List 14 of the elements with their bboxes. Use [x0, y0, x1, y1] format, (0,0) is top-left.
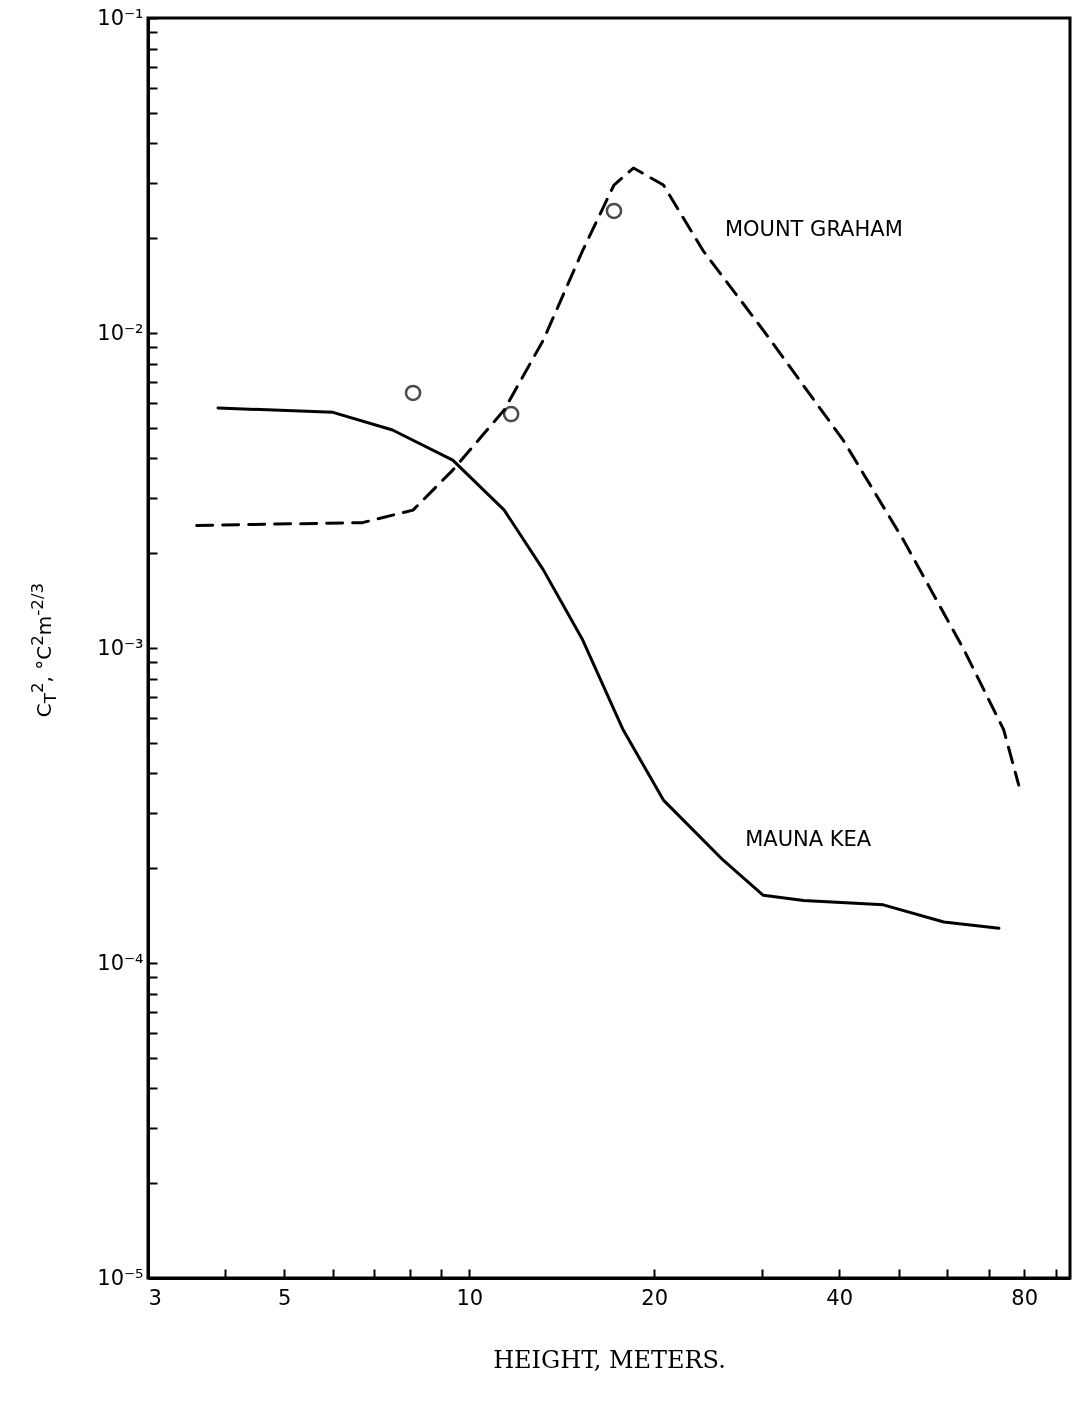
x-tick-label: 5 — [278, 1285, 292, 1310]
x-tick-label: 80 — [1011, 1285, 1039, 1310]
x-tick-label: 20 — [641, 1285, 669, 1310]
y-tick-label: 10⁻¹ — [97, 5, 144, 30]
y-tick-label: 10⁻⁴ — [97, 950, 144, 975]
x-axis-title: HEIGHT, METERS. — [493, 1345, 726, 1374]
y-tick-label: 10⁻³ — [97, 635, 144, 660]
series-label: MOUNT GRAHAM — [724, 217, 903, 242]
y-tick-label: 10⁻⁵ — [97, 1265, 144, 1290]
x-tick-label: 3 — [148, 1285, 162, 1310]
y-tick-label: 10⁻² — [97, 320, 144, 345]
series-label: MAUNA KEA — [745, 827, 872, 852]
x-tick-label: 40 — [826, 1285, 854, 1310]
x-tick-label: 10 — [456, 1285, 484, 1310]
